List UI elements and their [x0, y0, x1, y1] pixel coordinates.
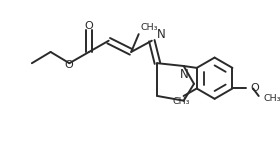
Text: CH₃: CH₃	[141, 23, 158, 32]
Text: CH₃: CH₃	[173, 97, 190, 106]
Text: CH₃: CH₃	[263, 94, 280, 103]
Text: N: N	[157, 28, 165, 41]
Text: N: N	[180, 68, 189, 81]
Text: O: O	[250, 83, 259, 93]
Text: O: O	[64, 60, 73, 70]
Text: O: O	[85, 21, 94, 31]
